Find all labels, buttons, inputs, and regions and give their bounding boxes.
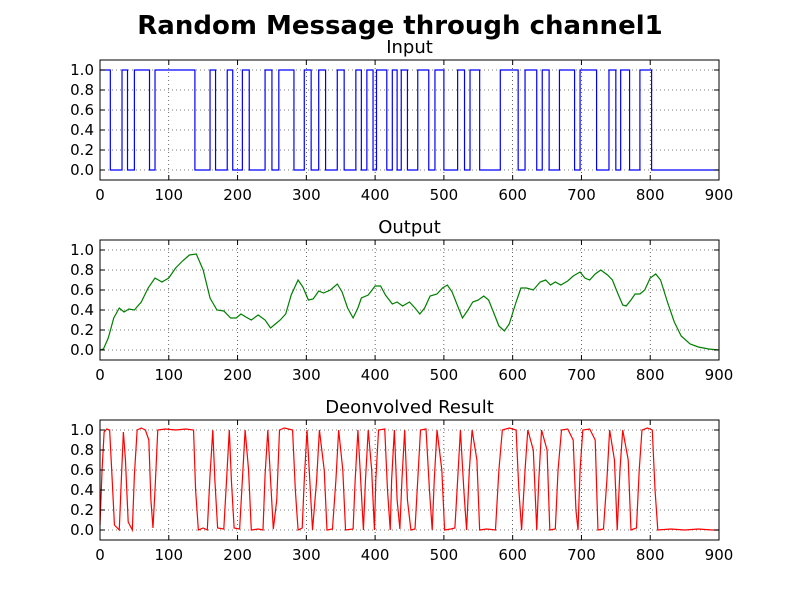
x-tick-label: 500 — [430, 546, 459, 564]
y-tick-label: 0.0 — [70, 341, 94, 359]
x-tick-label: 400 — [361, 546, 390, 564]
x-tick-label: 900 — [705, 186, 734, 204]
series-line-output — [99, 253, 720, 351]
subplot-title-input: Input — [386, 37, 433, 58]
x-tick-label: 800 — [636, 366, 665, 384]
x-tick-label: 900 — [705, 546, 734, 564]
x-tick-label: 100 — [154, 366, 183, 384]
x-tick-label: 300 — [292, 186, 321, 204]
y-tick-label: 0.6 — [70, 101, 94, 119]
x-tick-label: 500 — [430, 366, 459, 384]
subplot-input: Input 0 100 200 300 400 500 600 700 800 900 0.0 0.2… — [70, 37, 733, 204]
figure-title: Random Message through channel1 — [137, 11, 662, 41]
x-tick-label: 200 — [223, 186, 252, 204]
plot-frame-output — [99, 239, 720, 361]
y-tick-label: 0.4 — [70, 481, 94, 499]
subplot-title-deconvolved: Deonvolved Result — [325, 397, 494, 418]
x-tick-label: 800 — [636, 546, 665, 564]
series-line-deconvolved — [99, 427, 719, 533]
x-tick-label: 0 — [95, 546, 105, 564]
x-tick-label: 400 — [361, 186, 390, 204]
y-tick-label: 0.2 — [70, 141, 94, 159]
plot-frame-deconvolved — [99, 419, 720, 541]
y-tick-label: 1.0 — [70, 421, 94, 439]
y-tick-label: 0.6 — [70, 461, 94, 479]
y-tick-label: 0.2 — [70, 321, 94, 339]
subplot-output: Output 0 100 200 300 400 500 600 700 800 900 0.0 0.… — [70, 217, 733, 384]
x-tick-label: 100 — [154, 546, 183, 564]
x-tick-label: 300 — [292, 546, 321, 564]
x-tick-label: 700 — [567, 366, 596, 384]
x-tick-label: 600 — [498, 186, 527, 204]
y-tick-label: 1.0 — [70, 241, 94, 259]
series-line-input — [100, 69, 719, 171]
x-tick-label: 200 — [223, 546, 252, 564]
subplot-deconvolved: Deonvolved Result 0 100 200 300 400 500 600 700… — [70, 397, 733, 564]
x-tick-label: 600 — [498, 366, 527, 384]
x-tick-label: 300 — [292, 366, 321, 384]
plot-frame-input — [99, 59, 720, 181]
y-tick-label: 0.8 — [70, 441, 94, 459]
y-tick-label: 0.4 — [70, 121, 94, 139]
x-tick-label: 200 — [223, 366, 252, 384]
y-tick-label: 0.6 — [70, 281, 94, 299]
x-tick-label: 600 — [498, 546, 527, 564]
x-tick-label: 700 — [567, 186, 596, 204]
y-tick-label: 0.8 — [70, 81, 94, 99]
x-tick-label: 0 — [95, 186, 105, 204]
y-tick-label: 1.0 — [70, 61, 94, 79]
x-tick-label: 0 — [95, 366, 105, 384]
y-tick-label: 0.2 — [70, 501, 94, 519]
y-tick-label: 0.0 — [70, 521, 94, 539]
y-tick-label: 0.4 — [70, 301, 94, 319]
subplot-title-output: Output — [378, 217, 441, 238]
x-tick-label: 900 — [705, 366, 734, 384]
x-tick-label: 800 — [636, 186, 665, 204]
y-tick-label: 0.0 — [70, 161, 94, 179]
x-tick-label: 700 — [567, 546, 596, 564]
x-tick-label: 500 — [430, 186, 459, 204]
x-tick-label: 400 — [361, 366, 390, 384]
x-tick-label: 100 — [154, 186, 183, 204]
y-tick-label: 0.8 — [70, 261, 94, 279]
